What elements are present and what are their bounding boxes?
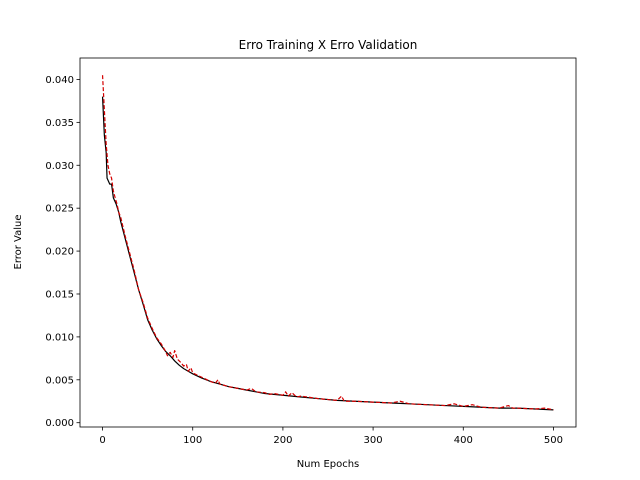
y-tick-label: 0.030 — [45, 161, 74, 172]
plot-frame — [79, 57, 577, 428]
x-tick-label: 500 — [544, 435, 563, 446]
y-tick-label: 0.035 — [45, 118, 74, 129]
y-axis: 0.000 0.005 0.010 0.015 0.020 0.025 0.030 0.035… — [45, 75, 80, 429]
x-tick-label: 0 — [99, 435, 105, 446]
series-line-red-dashed — [101, 75, 554, 411]
y-tick-label: 0.025 — [45, 204, 74, 215]
y-tick-label: 0.015 — [45, 289, 74, 300]
y-tick-label: 0.005 — [45, 375, 74, 386]
series-layer — [101, 75, 554, 411]
y-tick-label: 0.040 — [45, 75, 74, 86]
x-axis: 0 100 200 300 400 500 — [99, 427, 563, 446]
x-tick-label: 300 — [364, 435, 383, 446]
y-axis-label: Error Value — [13, 214, 24, 269]
x-tick-label: 100 — [183, 435, 202, 446]
x-tick-label: 200 — [273, 435, 292, 446]
y-tick-label: 0.010 — [45, 332, 74, 343]
y-tick-label: 0.020 — [45, 247, 74, 258]
x-axis-label: Num Epochs — [297, 459, 360, 470]
x-tick-label: 400 — [454, 435, 473, 446]
plot-area — [80, 58, 576, 427]
chart-title: Erro Training X Erro Validation — [239, 38, 418, 52]
y-tick-label: 0.000 — [45, 418, 74, 429]
